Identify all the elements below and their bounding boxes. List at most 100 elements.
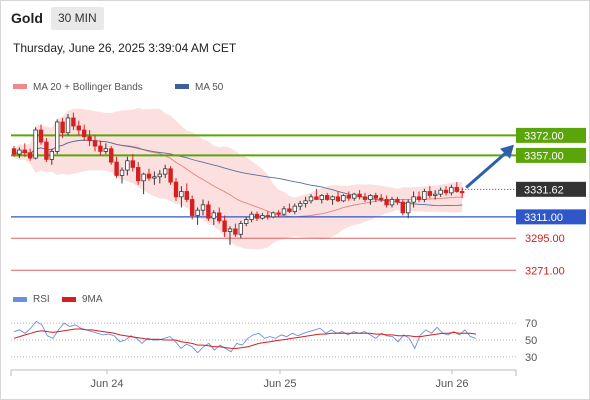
candle-body	[109, 148, 114, 163]
candle-body	[308, 196, 314, 202]
candle-body	[270, 212, 276, 218]
forecast-arrow-head	[500, 144, 514, 159]
candle-body	[357, 193, 362, 198]
rsi-line	[13, 320, 477, 354]
candle-body	[368, 195, 373, 200]
candle-body	[438, 189, 443, 195]
candle-body	[49, 150, 54, 160]
bollinger-band	[14, 107, 463, 250]
candle-body	[341, 195, 346, 202]
candle-body	[265, 215, 270, 218]
candle-body	[71, 117, 76, 127]
rsi-legend-swatch	[13, 297, 27, 302]
candle-body	[249, 213, 254, 220]
candle-body	[400, 201, 405, 214]
candle-body	[103, 148, 108, 152]
candle-body	[227, 228, 233, 232]
rsi-legend-swatch	[62, 297, 76, 302]
candle-body	[335, 196, 341, 202]
rsi-tick: 50	[525, 335, 537, 347]
level-label: 3271.00	[525, 265, 565, 277]
level-label-box	[516, 127, 586, 143]
candle-body	[38, 129, 44, 143]
level-label: 3357.00	[524, 150, 564, 162]
candle-body	[373, 195, 378, 199]
candle-body	[33, 129, 38, 159]
current-price-box	[516, 181, 586, 197]
candle-body	[324, 195, 330, 200]
candle-body	[44, 141, 49, 160]
current-price-label: 3331.62	[524, 184, 564, 196]
candle-body	[200, 204, 206, 211]
candle-body	[216, 212, 222, 222]
candle-body	[98, 145, 103, 152]
candle-body	[427, 191, 432, 196]
candle-body	[303, 200, 308, 204]
candle-body	[422, 191, 427, 200]
candle-body	[384, 199, 389, 206]
x-tick-label: Jun 25	[263, 378, 296, 390]
candle-body	[243, 219, 249, 224]
candle-body	[114, 161, 119, 176]
chart-datetime: Thursday, June 26, 2025 3:39:04 AM CET	[13, 41, 237, 55]
rsi-ma-line	[13, 328, 477, 349]
candle-body	[87, 136, 92, 142]
candle-body	[443, 189, 449, 194]
candle-body	[416, 196, 422, 200]
rsi-legend-label: 9MA	[82, 294, 103, 305]
candle-body	[55, 121, 60, 152]
level-label-box	[516, 147, 586, 163]
candle-body	[195, 209, 200, 216]
candle-body	[17, 149, 22, 155]
candle-body	[125, 160, 130, 171]
candle-body	[168, 168, 173, 183]
candle-body	[11, 148, 17, 155]
candle-body	[179, 191, 184, 198]
candle-body	[254, 213, 260, 219]
candle-body	[146, 173, 152, 179]
level-label: 3372.00	[524, 130, 564, 142]
candle-body	[314, 196, 319, 200]
candle-body	[152, 176, 157, 179]
candle-body	[173, 181, 179, 198]
level-label: 3295.00	[525, 233, 565, 245]
candle-body	[287, 208, 292, 212]
candle-body	[378, 197, 384, 200]
candle-body	[405, 201, 411, 214]
candle-body	[60, 121, 65, 134]
level-label-box	[516, 209, 586, 225]
forecast-arrow	[465, 151, 507, 189]
candle-body	[222, 220, 227, 232]
rsi-tick: 70	[525, 318, 537, 330]
candle-body	[411, 196, 416, 203]
candle-body	[389, 199, 395, 206]
candle-body	[211, 212, 216, 219]
instrument-title: Gold	[11, 10, 43, 26]
candle-body	[351, 193, 357, 199]
level-label: 3311.00	[524, 212, 563, 224]
candle-body	[206, 204, 211, 219]
timeframe-badge[interactable]: 30 MIN	[51, 7, 104, 30]
candle-body	[141, 173, 146, 182]
candle-body	[233, 228, 238, 235]
candle-body	[119, 169, 125, 176]
candle-body	[459, 191, 465, 194]
candle-body	[27, 152, 33, 159]
candle-body	[157, 173, 162, 178]
candle-body	[135, 167, 141, 182]
candle-body	[346, 195, 351, 199]
candle-body	[76, 125, 81, 131]
candle-body	[432, 193, 438, 196]
legend-swatch	[175, 84, 189, 89]
legend-label: MA 20 + Bollinger Bands	[33, 82, 143, 93]
candle-body	[395, 199, 400, 203]
candle-body	[319, 195, 324, 200]
candle-body	[292, 205, 297, 212]
candle-body	[22, 149, 27, 154]
x-tick-label: Jun 26	[435, 378, 468, 390]
rsi-tick: 30	[525, 352, 537, 364]
candle-body	[184, 191, 189, 200]
candle-body	[297, 203, 303, 207]
candle-body	[330, 196, 335, 200]
